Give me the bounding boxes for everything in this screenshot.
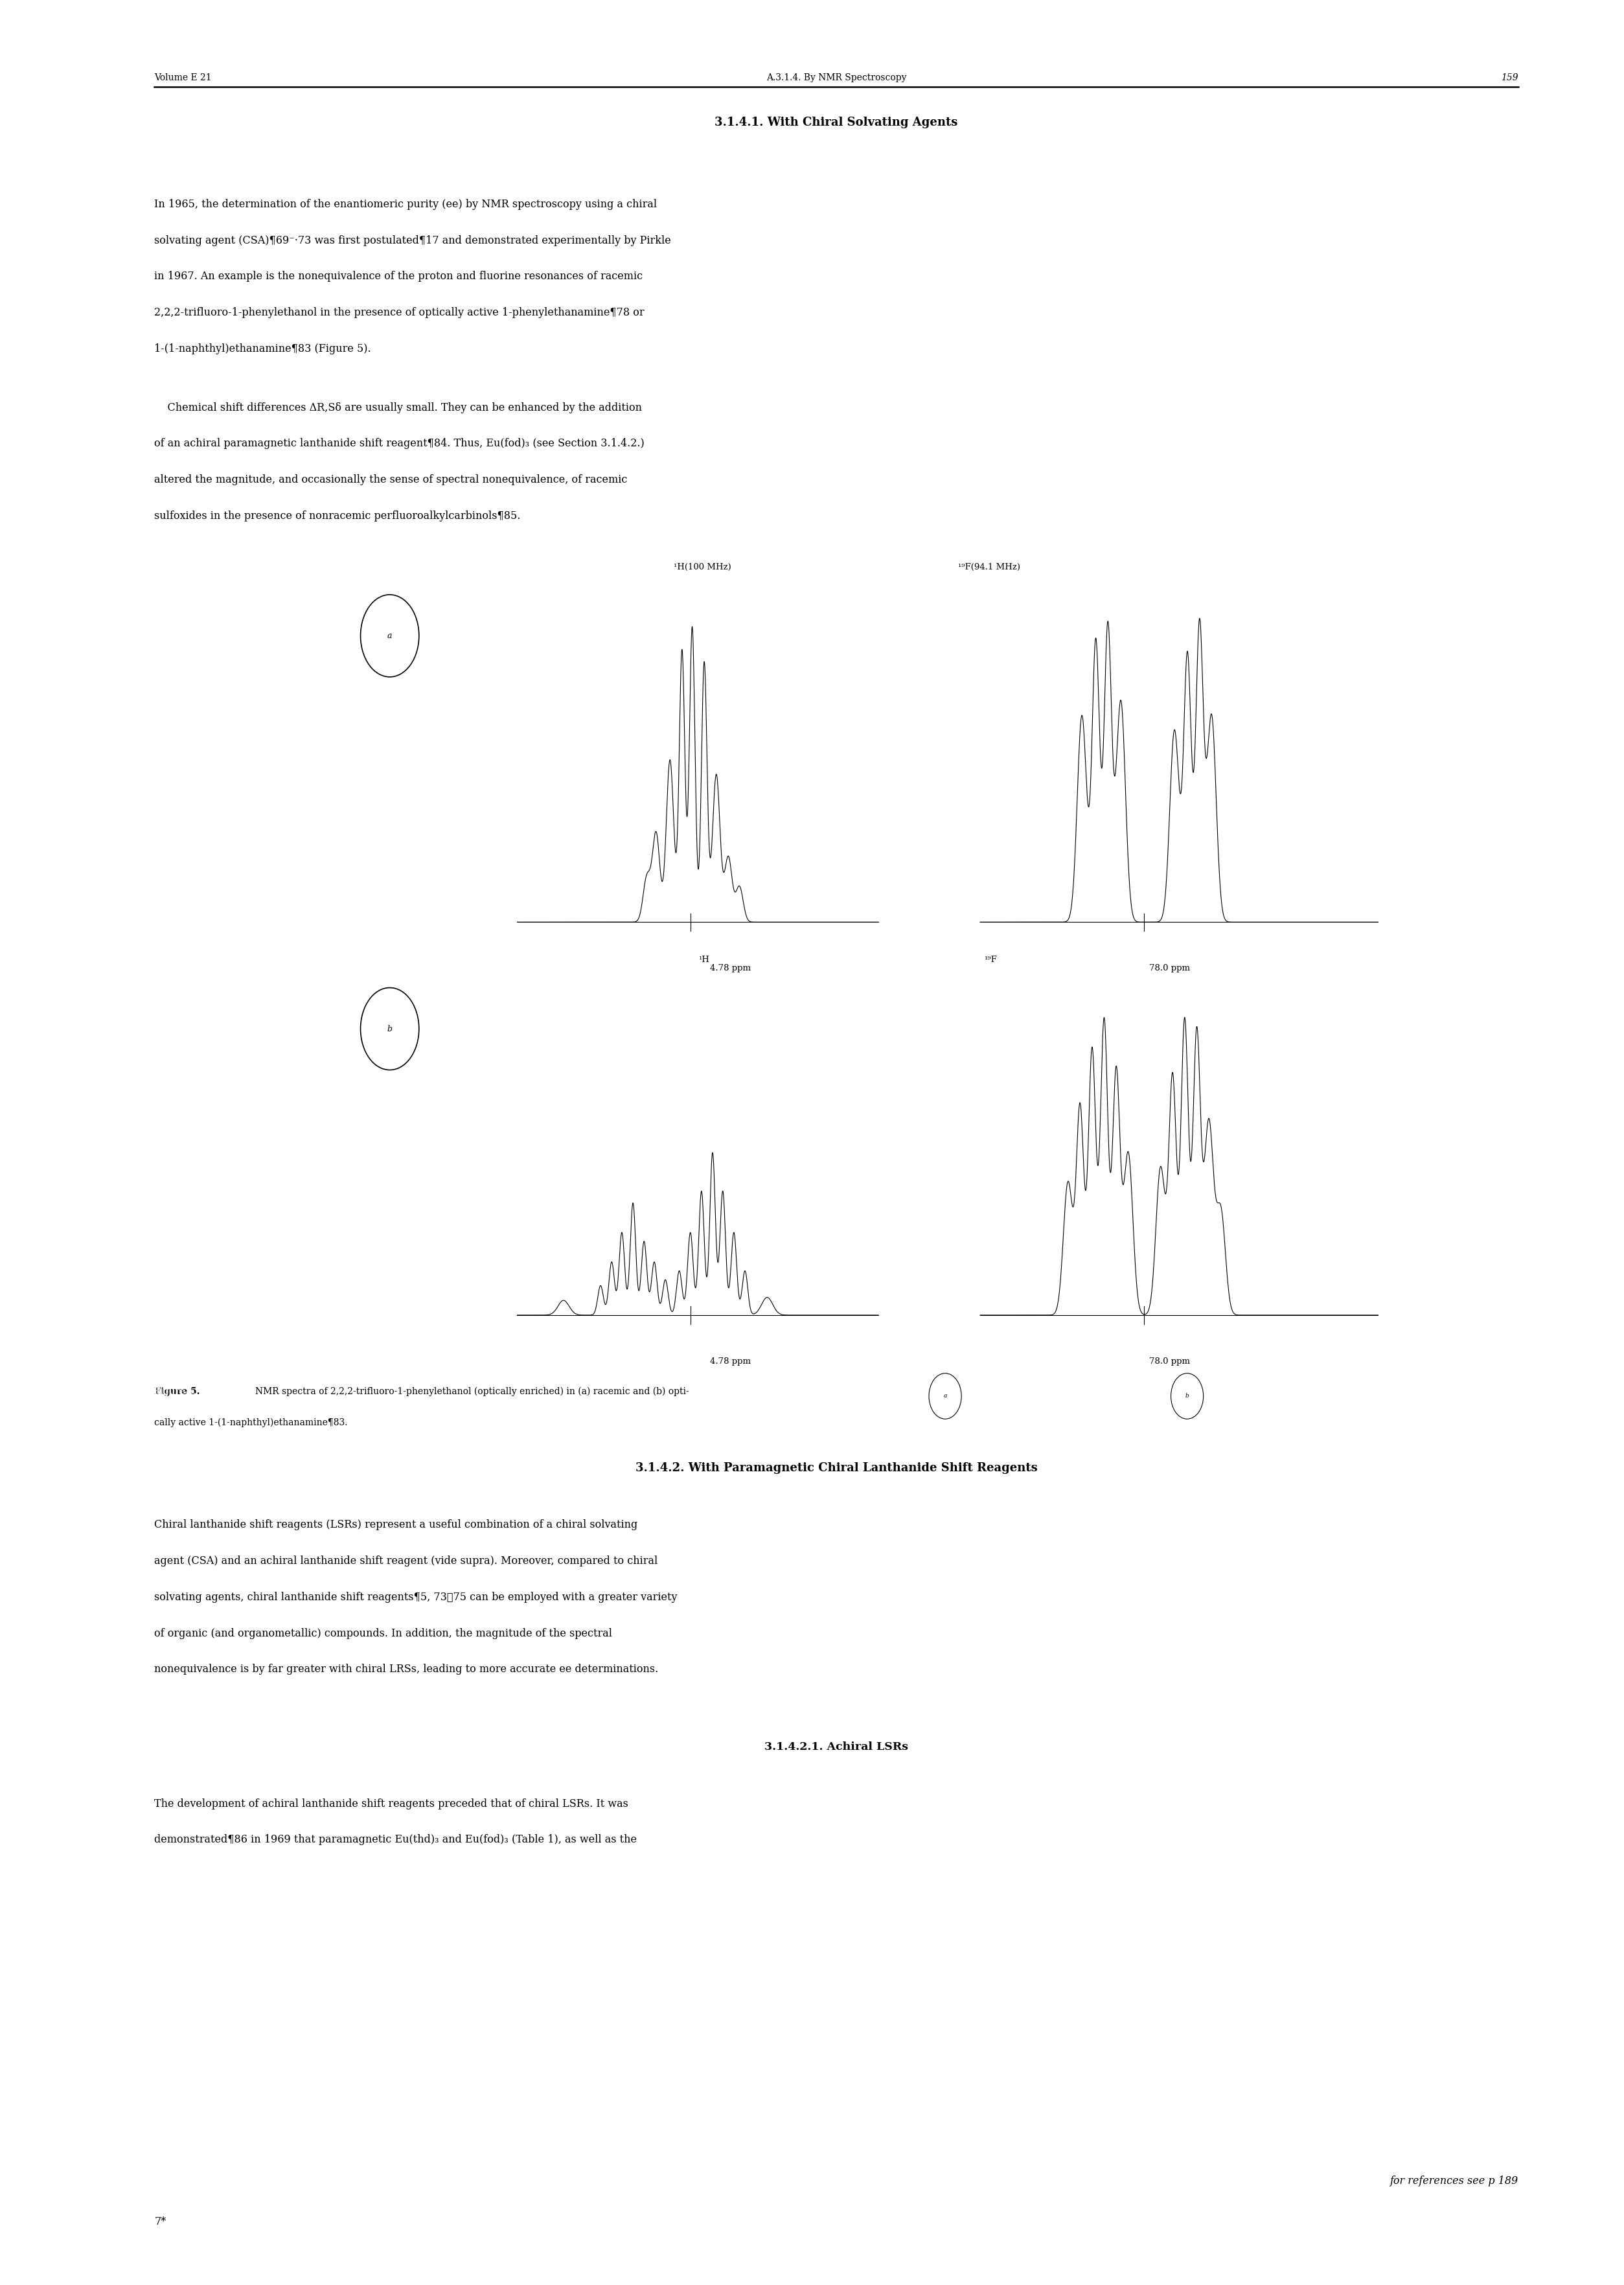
- Text: a: a: [388, 631, 391, 640]
- Text: demonstrated¶86 in 1969 that paramagnetic Eu(thd)₃ and Eu(fod)₃ (Table 1), as we: demonstrated¶86 in 1969 that paramagneti…: [154, 1835, 637, 1846]
- Text: 2,2,2-trifluoro-1-phenylethanol in the presence of optically active 1-phenyletha: 2,2,2-trifluoro-1-phenylethanol in the p…: [154, 306, 645, 318]
- Text: of an achiral paramagnetic lanthanide shift reagent¶84. Thus, Eu(fod)₃ (see Sect: of an achiral paramagnetic lanthanide sh…: [154, 439, 645, 450]
- Text: 4.78 ppm: 4.78 ppm: [710, 1357, 750, 1366]
- Text: solvating agent (CSA)¶69⁻·73 was first postulated¶17 and demonstrated experiment: solvating agent (CSA)¶69⁻·73 was first p…: [154, 235, 671, 247]
- Text: Chemical shift differences ΔR,Sδ are usually small. They can be enhanced by the : Chemical shift differences ΔR,Sδ are usu…: [154, 402, 641, 414]
- Text: solvating agents, chiral lanthanide shift reagents¶5, 73⁳75 can be employed with: solvating agents, chiral lanthanide shif…: [154, 1593, 677, 1602]
- Text: 3.1.4.1. With Chiral Solvating Agents: 3.1.4.1. With Chiral Solvating Agents: [715, 117, 958, 128]
- Text: b: b: [387, 1024, 393, 1033]
- Text: 7*: 7*: [154, 2216, 166, 2228]
- Text: ¹H(100 MHz): ¹H(100 MHz): [674, 562, 731, 571]
- Text: 3.1.4.2.1. Achiral LSRs: 3.1.4.2.1. Achiral LSRs: [765, 1741, 908, 1753]
- Text: a: a: [944, 1394, 947, 1398]
- Text: A.3.1.4. By NMR Spectroscopy: A.3.1.4. By NMR Spectroscopy: [767, 73, 906, 82]
- Text: 4.78 ppm: 4.78 ppm: [710, 964, 750, 973]
- Text: Chiral lanthanide shift reagents (LSRs) represent a useful combination of a chir: Chiral lanthanide shift reagents (LSRs) …: [154, 1520, 638, 1531]
- Text: nonequivalence is by far greater with chiral LRSs, leading to more accurate ee d: nonequivalence is by far greater with ch…: [154, 1663, 658, 1675]
- Text: cally active 1-(1-naphthyl)ethanamine¶83.: cally active 1-(1-naphthyl)ethanamine¶83…: [154, 1417, 348, 1428]
- Text: ¹⁹F: ¹⁹F: [984, 955, 997, 964]
- Text: Volume E 21: Volume E 21: [154, 73, 211, 82]
- Text: ¹⁹F(94.1 MHz): ¹⁹F(94.1 MHz): [958, 562, 1020, 571]
- Text: 3.1.4.2. With Paramagnetic Chiral Lanthanide Shift Reagents: 3.1.4.2. With Paramagnetic Chiral Lantha…: [635, 1462, 1038, 1474]
- Text: of organic (and organometallic) compounds. In addition, the magnitude of the spe: of organic (and organometallic) compound…: [154, 1627, 612, 1638]
- Text: Figure 5.: Figure 5.: [154, 1387, 200, 1396]
- Text: 1-(1-naphthyl)ethanamine¶83 (Figure 5).: 1-(1-naphthyl)ethanamine¶83 (Figure 5).: [154, 343, 370, 354]
- Text: altered the magnitude, and occasionally the sense of spectral nonequivalence, of: altered the magnitude, and occasionally …: [154, 475, 627, 484]
- Text: 78.0 ppm: 78.0 ppm: [1150, 1357, 1190, 1366]
- Text: ¹H: ¹H: [698, 955, 710, 964]
- Text: Figure 5. NMR spectra of 2,2,2-trifluoro-1-phenylethanol (optically enriched) in: Figure 5. NMR spectra of 2,2,2-trifluoro…: [154, 1387, 620, 1396]
- Text: 159: 159: [1501, 73, 1518, 82]
- Text: The development of achiral lanthanide shift reagents preceded that of chiral LSR: The development of achiral lanthanide sh…: [154, 1798, 628, 1810]
- Text: agent (CSA) and an achiral lanthanide shift reagent (vide supra). Moreover, comp: agent (CSA) and an achiral lanthanide sh…: [154, 1556, 658, 1568]
- Text: sulfoxides in the presence of nonracemic perfluoroalkylcarbinols¶85.: sulfoxides in the presence of nonracemic…: [154, 510, 521, 521]
- Text: b: b: [1186, 1394, 1189, 1398]
- Text: in 1967. An example is the nonequivalence of the proton and fluorine resonances : in 1967. An example is the nonequivalenc…: [154, 272, 643, 281]
- Text: 78.0 ppm: 78.0 ppm: [1150, 964, 1190, 973]
- Text: In 1965, the determination of the enantiomeric purity (ee) by NMR spectroscopy u: In 1965, the determination of the enanti…: [154, 199, 658, 210]
- Text: for references see p 189: for references see p 189: [1390, 2175, 1518, 2187]
- Text: NMR spectra of 2,2,2-trifluoro-1-phenylethanol (optically enriched) in (a) racem: NMR spectra of 2,2,2-trifluoro-1-phenyle…: [255, 1387, 689, 1396]
